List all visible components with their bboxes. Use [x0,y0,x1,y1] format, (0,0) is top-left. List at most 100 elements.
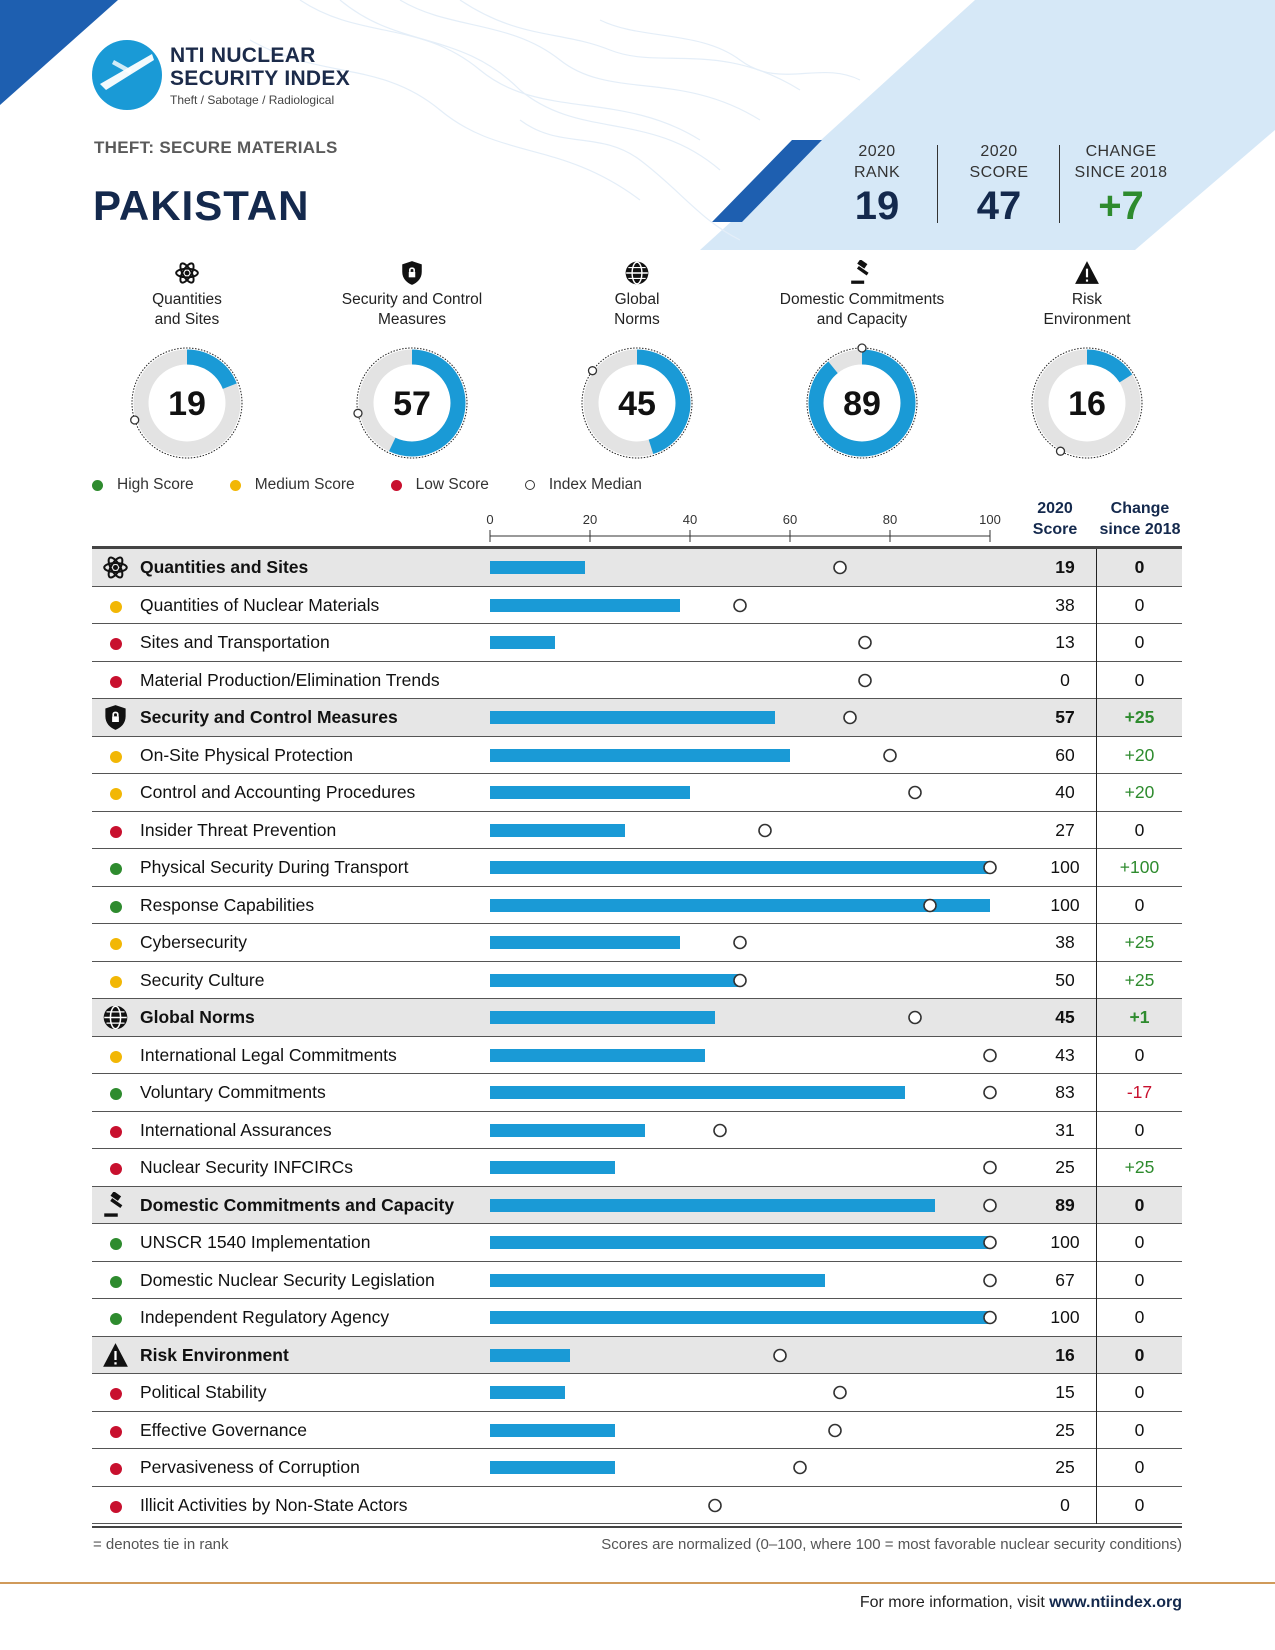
row-score: 16 [1055,1344,1075,1365]
row-bar-area [490,785,922,800]
row-label: International Assurances [140,1119,332,1140]
axis-tick-label: 60 [783,512,797,527]
row-label: Global Norms [140,1007,255,1027]
row-score: 100 [1050,1307,1080,1327]
row-label: Voluntary Commitments [140,1082,326,1102]
legend-ring-median [524,480,535,490]
indicator-row: Nuclear Security INFCIRCs 25 +25 [92,1149,1182,1187]
row-score: 40 [1055,782,1075,802]
legend-item-median: Index Median [524,476,642,494]
donut-score-arc [358,349,466,457]
category-row: Quantities and Sites 19 0 [92,549,1182,587]
category-name: Quantities and Sites [152,291,222,328]
stat-score-label: 2020 SCORE [969,143,1029,181]
indicator-row: International Assurances 31 0 [92,1111,1182,1149]
stat-rank-value: 19 [854,184,900,228]
row-bar-area [490,1385,847,1400]
row-label: Political Stability [140,1382,267,1402]
row-bar-area [490,1348,787,1362]
logo-subtitle: Theft / Sabotage / Radiological [170,92,335,107]
axis-tick-label: 80 [883,512,897,527]
donut-value: 16 [1068,385,1106,423]
category-name: Security and Control Measures [341,291,483,328]
row-score: 25 [1055,1457,1075,1477]
axis-tick-label: 100 [979,512,1001,527]
row-change: 0 [1096,1336,1182,1374]
row-label: International Legal Commitments [140,1044,397,1065]
atom-icon [175,262,199,284]
axis-tick-label: 20 [583,512,597,527]
donut-median-marker [1055,446,1066,456]
score-bar [490,861,990,874]
row-bar-area [490,598,747,612]
median-marker [908,785,922,800]
score-level-dot [110,1125,122,1138]
row-change: 0 [1096,886,1182,924]
shield-icon [402,261,422,285]
median-marker [733,935,747,950]
row-label: UNSCR 1540 Implementation [140,1232,371,1252]
score-bar [490,1423,615,1437]
row-bar-area [490,1273,997,1287]
contour-lines [249,0,861,241]
median-marker [858,635,872,650]
header-banner [700,0,1275,250]
row-score: 25 [1055,1419,1075,1440]
donut-score-arc [583,349,691,457]
median-marker [983,1235,997,1250]
row-change: +20 [1096,774,1182,812]
column-header-score: 2020 Score [1032,500,1078,538]
stat-separator [1059,145,1060,223]
indicator-row: Material Production/Elimination Trends 0 0 [92,661,1182,699]
score-level-dot [110,938,122,950]
score-bar [490,1123,645,1137]
legend-dot-low [390,479,402,491]
row-bar-area [490,1310,997,1325]
row-change: 0 [1096,811,1182,849]
row-score: 83 [1055,1082,1075,1102]
logo-title-line1: NTI NUCLEAR [170,43,316,67]
donut-value: 57 [393,385,431,423]
median-marker [983,860,997,875]
row-change: 0 [1096,1299,1182,1337]
row-score: 89 [1055,1194,1075,1215]
row-bar-area [490,898,990,912]
category-head: Quantities and Sites [87,260,287,330]
row-change: 0 [1096,549,1182,587]
legend-dot-high [92,479,103,491]
shield-icon [105,705,126,730]
footer-link[interactable]: www.ntiindex.org [1049,1594,1182,1611]
score-bar [490,898,990,912]
row-bar-area [490,1123,727,1137]
median-marker [883,748,897,762]
row-label: Security and Control Measures [140,707,398,727]
row-change: 0 [1096,624,1182,662]
corner-accent [0,0,118,105]
score-bar [490,1048,705,1062]
median-marker [733,973,747,987]
indicator-row: Pervasiveness of Corruption 25 0 [92,1449,1182,1487]
category-head: Domestic Commitments and Capacity [762,260,962,330]
row-bar-area [490,935,747,950]
score-bar [490,1236,990,1249]
row-bar-area [708,1498,722,1512]
row-label: Security Culture [140,969,265,990]
legend-label: Low Score [415,476,489,493]
median-marker [983,1198,997,1212]
row-label: Physical Security During Transport [140,857,409,877]
legend-label: Index Median [548,476,642,493]
median-marker [983,1048,997,1062]
legend-item-low: Low Score [390,476,489,494]
row-label: Domestic Commitments and Capacity [140,1194,455,1215]
row-change: +20 [1096,736,1182,774]
stat-change: CHANGE SINCE 2018 +7 [1061,141,1181,229]
row-change: +25 [1096,1149,1182,1187]
donut-median-marker [130,415,140,425]
row-change: 0 [1096,661,1182,699]
axis-tick-label: 40 [683,512,697,527]
score-level-dot [110,600,122,613]
indicator-row: Quantities of Nuclear Materials 38 0 [92,586,1182,624]
footnote-normalized: Scores are normalized (0–100, where 100 … [601,1536,1182,1553]
donut-value: 19 [168,385,206,423]
donut-score-arc [1033,349,1141,457]
